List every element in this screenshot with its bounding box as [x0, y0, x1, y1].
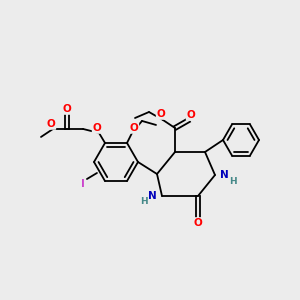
- Text: O: O: [93, 123, 101, 133]
- Text: O: O: [63, 104, 71, 114]
- Text: O: O: [194, 218, 202, 228]
- Text: N: N: [220, 170, 229, 180]
- Text: I: I: [81, 179, 85, 189]
- Text: O: O: [187, 110, 195, 120]
- Text: H: H: [140, 197, 148, 206]
- Text: O: O: [130, 123, 138, 133]
- Text: O: O: [46, 119, 56, 129]
- Text: O: O: [157, 109, 165, 119]
- Text: H: H: [229, 176, 237, 185]
- Text: N: N: [148, 191, 157, 201]
